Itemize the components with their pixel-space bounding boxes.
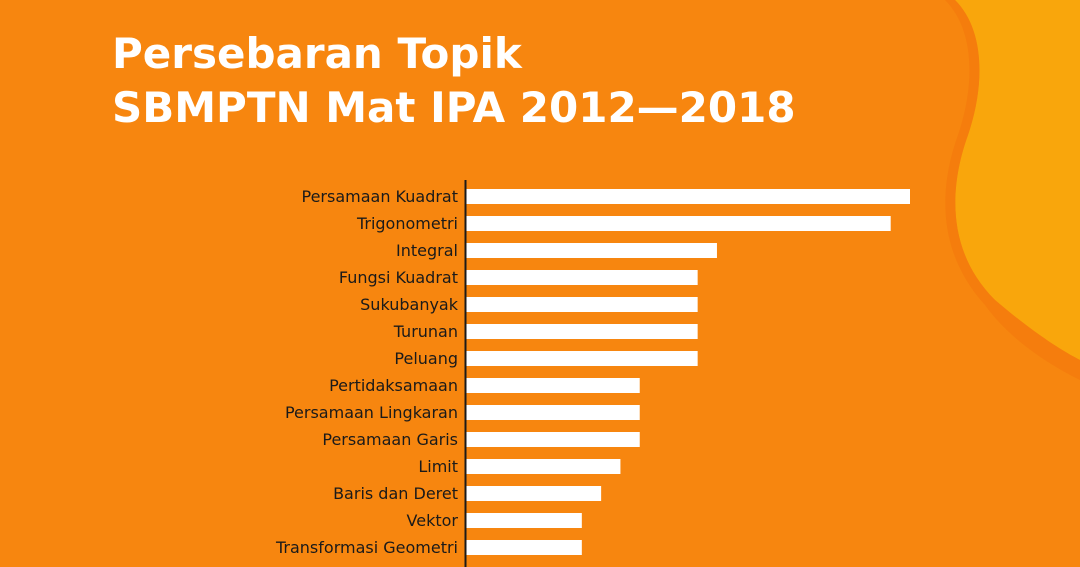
bar [466, 486, 602, 501]
yellow-wave-shape [955, 0, 1080, 360]
category-label: Vektor [407, 511, 459, 530]
category-label: Persamaan Kuadrat [301, 187, 458, 206]
bar [466, 459, 621, 474]
category-label: Peluang [394, 349, 458, 368]
bar [466, 243, 717, 258]
chart-title-line-1: Persebaran Topik [112, 29, 522, 78]
bar [466, 405, 640, 420]
category-label: Turunan [393, 322, 458, 341]
bar [466, 189, 910, 204]
category-label-group: Persamaan Kuadrat Trigonometri Integral Fun… [275, 187, 459, 557]
chart-title-line-2: SBMPTN Mat IPA 2012—2018 [112, 83, 796, 132]
bar [466, 297, 698, 312]
wave-shadow-shape [945, 0, 1080, 380]
bar-group [466, 189, 910, 555]
category-label: Transformasi Geometri [275, 538, 458, 557]
category-label: Baris dan Deret [333, 484, 458, 503]
bar [466, 324, 698, 339]
category-label: Integral [396, 241, 458, 260]
bar [466, 216, 891, 231]
bar [466, 378, 640, 393]
bar [466, 432, 640, 447]
bar [466, 540, 582, 555]
category-label: Pertidaksamaan [329, 376, 458, 395]
category-label: Trigonometri [356, 214, 458, 233]
category-label: Persamaan Garis [322, 430, 458, 449]
bar [466, 270, 698, 285]
category-label: Fungsi Kuadrat [339, 268, 458, 287]
bar [466, 351, 698, 366]
bar [466, 513, 582, 528]
category-label: Limit [418, 457, 458, 476]
category-label: Persamaan Lingkaran [285, 403, 458, 422]
category-label: Sukubanyak [360, 295, 459, 314]
